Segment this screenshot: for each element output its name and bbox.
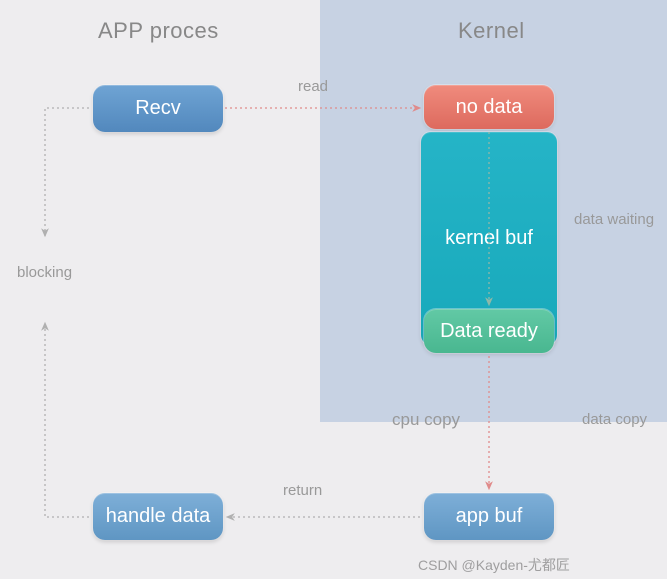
node-recv: Recv <box>93 85 223 132</box>
node-app-buf: app buf <box>424 493 554 540</box>
heading-kernel: Kernel <box>458 18 525 44</box>
label-blocking: blocking <box>17 264 72 281</box>
node-handle-data: handle data <box>93 493 223 540</box>
label-data-copy: data copy <box>582 411 647 428</box>
node-no-data: no data <box>424 85 554 129</box>
label-data-waiting: data waiting <box>574 211 654 228</box>
heading-app: APP proces <box>98 18 219 44</box>
label-read: read <box>298 78 328 95</box>
label-cpu-copy: cpu copy <box>392 410 460 430</box>
edge-handle-blocking-up <box>45 323 89 517</box>
label-return: return <box>283 482 322 499</box>
edge-recv-blocking-down <box>45 108 89 236</box>
node-data-ready: Data ready <box>424 309 554 353</box>
watermark: CSDN @Kayden-尤都匠 <box>418 555 570 575</box>
